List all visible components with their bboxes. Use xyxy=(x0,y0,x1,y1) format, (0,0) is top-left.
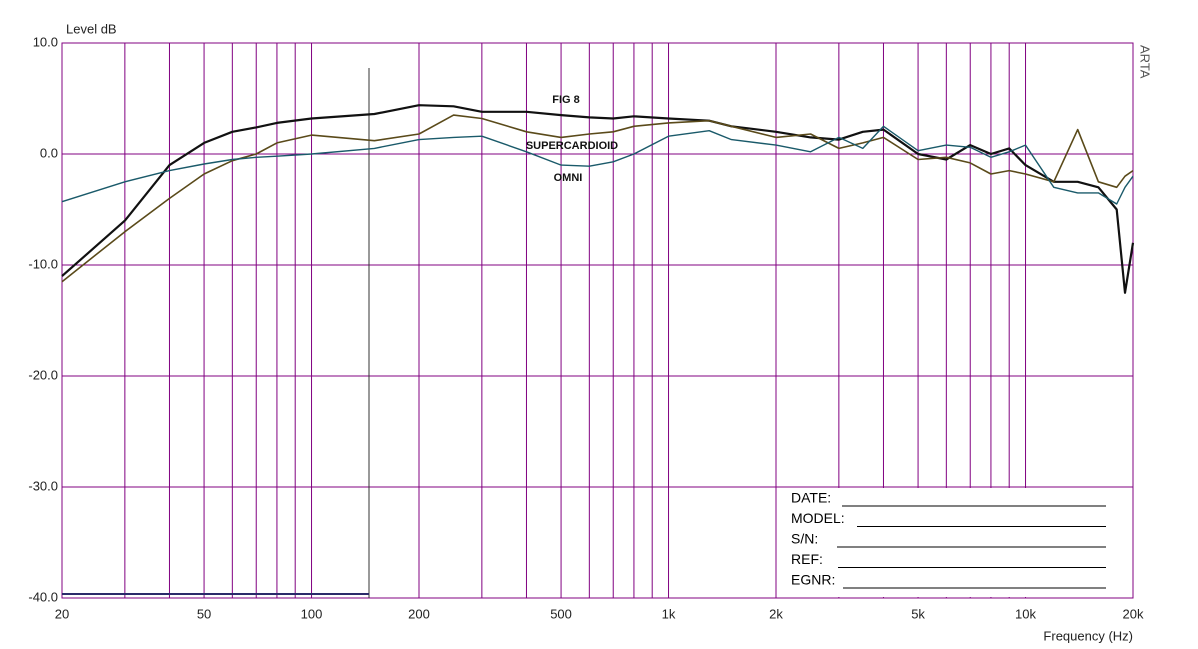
series-label: FIG 8 xyxy=(552,94,580,106)
series-line xyxy=(61,114,1134,283)
x-tick-label: 10k xyxy=(1015,606,1036,621)
x-tick-label: 20 xyxy=(55,606,69,621)
x-tick-label: 2k xyxy=(769,606,783,621)
watermark: ARTA xyxy=(1138,45,1153,79)
series-label: SUPERCARDIOID xyxy=(526,140,618,152)
x-axis-label: Frequency (Hz) xyxy=(1043,628,1133,643)
plot-frame xyxy=(61,42,1134,599)
x-tick-label: 5k xyxy=(911,606,925,621)
y-tick-label: -30.0 xyxy=(28,478,58,493)
y-tick-label: -10.0 xyxy=(28,256,58,271)
form-label: EGNR: xyxy=(791,572,835,588)
x-tick-label: 50 xyxy=(197,606,211,621)
series-line xyxy=(61,125,1134,205)
x-tick-label: 500 xyxy=(550,606,572,621)
y-tick-label: -20.0 xyxy=(28,367,58,382)
x-tick-label: 20k xyxy=(1123,606,1144,621)
series-label: OMNI xyxy=(554,172,583,184)
x-tick-label: 200 xyxy=(408,606,430,621)
y-tick-label: 10.0 xyxy=(33,34,58,49)
y-axis-label: Level dB xyxy=(66,21,117,36)
x-tick-label: 1k xyxy=(662,606,676,621)
form-label: MODEL: xyxy=(791,510,845,526)
y-tick-label: 0.0 xyxy=(40,145,58,160)
form-label: REF: xyxy=(791,551,823,567)
x-tick-label: 100 xyxy=(301,606,323,621)
form-label: S/N: xyxy=(791,531,818,547)
form-label: DATE: xyxy=(791,490,831,506)
y-tick-label: -40.0 xyxy=(28,589,58,604)
